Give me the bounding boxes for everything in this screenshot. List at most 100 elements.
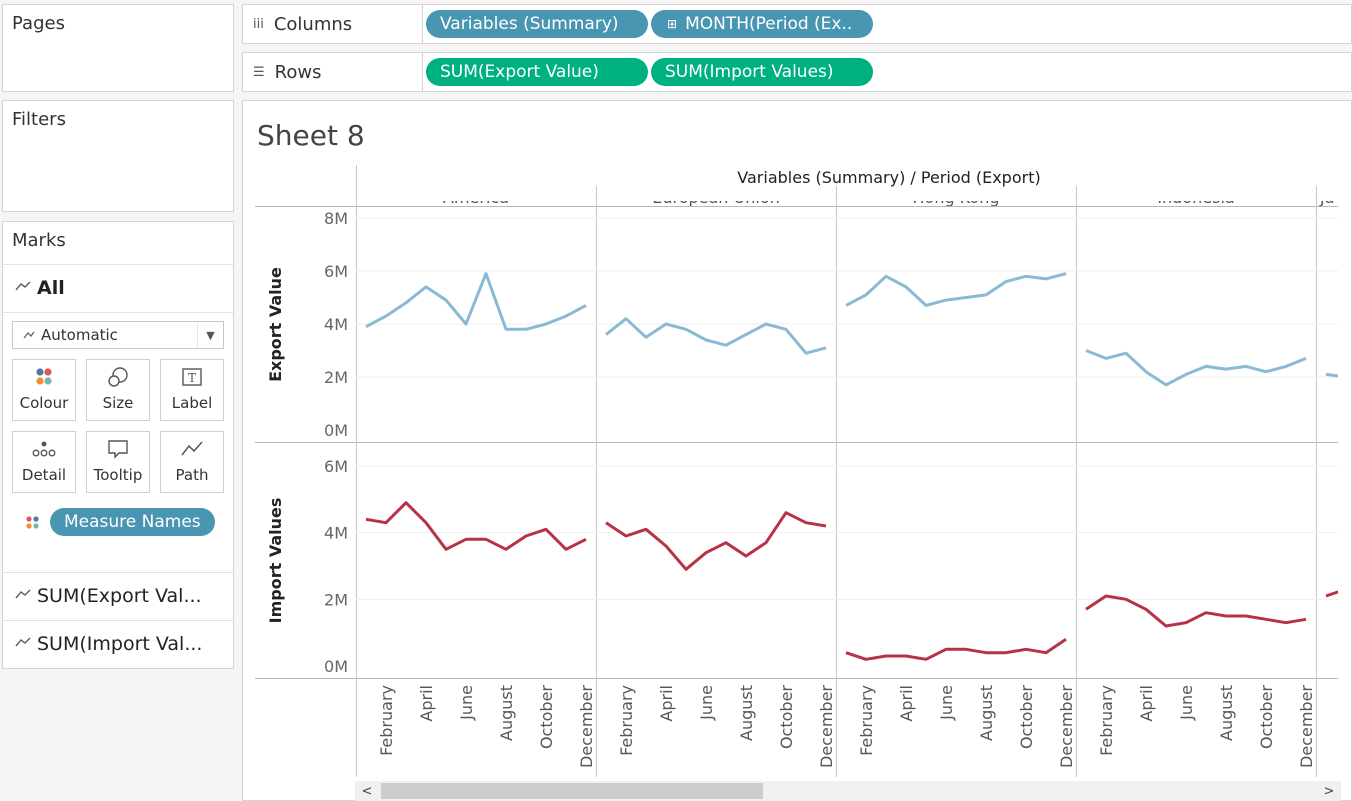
- x-tick-label: April: [657, 685, 676, 722]
- x-tick-label: August: [737, 685, 756, 741]
- pane-header: Ja: [1319, 188, 1335, 207]
- columns-label: Columns: [273, 13, 353, 35]
- scrollbar-thumb[interactable]: [381, 783, 763, 799]
- detail-button[interactable]: Detail: [12, 431, 76, 493]
- x-tick-label: October: [1017, 685, 1036, 749]
- marks-all-label: All: [37, 277, 65, 299]
- label-icon: T: [161, 360, 223, 394]
- columns-shelf[interactable]: iii Columns Variables (Summary) ⊞ MONTH(…: [242, 4, 1352, 44]
- label-button[interactable]: T Label: [160, 359, 224, 421]
- series-line: [365, 272, 587, 331]
- x-tick-label: February: [377, 685, 396, 756]
- x-tick-label: October: [537, 685, 556, 749]
- colour-icon: [13, 360, 75, 394]
- columns-shelf-label: iii Columns: [243, 5, 423, 43]
- pane-header: European Union: [652, 188, 780, 207]
- y-tick-label: 6M: [324, 262, 348, 281]
- line-chart: Variables (Summary) / Period (Export) Ame…: [255, 165, 1338, 777]
- series-line: [605, 317, 827, 355]
- x-tick-label: August: [977, 685, 996, 741]
- x-tick-label: February: [617, 685, 636, 756]
- series-line: [1325, 590, 1338, 598]
- pane-header: America: [443, 188, 509, 207]
- y-tick-label: 0M: [324, 657, 348, 676]
- sheet-title: Sheet 8: [257, 119, 365, 152]
- variables-summary-pill[interactable]: Variables (Summary): [426, 10, 648, 38]
- line-mark-icon: [15, 280, 37, 296]
- x-tick-label: April: [417, 685, 436, 722]
- detail-label: Detail: [21, 466, 67, 484]
- x-tick-label: December: [1057, 685, 1076, 768]
- y-tick-label: 2M: [324, 590, 348, 609]
- measure-names-pill[interactable]: Measure Names: [50, 508, 215, 536]
- marks-export-tab[interactable]: SUM(Export Val...: [3, 573, 233, 619]
- month-period-pill[interactable]: ⊞ MONTH(Period (Ex..: [651, 10, 873, 38]
- worksheet-view: Variables (Summary) / Period (Export) Ame…: [242, 100, 1352, 801]
- y-tick-label: 6M: [324, 457, 348, 476]
- label-label: Label: [171, 394, 213, 412]
- dropdown-caret-icon: ▼: [197, 322, 223, 348]
- y-axis-title: Import Values: [266, 498, 285, 624]
- marks-card: Marks All Automatic ▼ Colour Size T: [2, 221, 234, 669]
- pages-title: Pages: [12, 13, 65, 34]
- month-period-label: MONTH(Period (Ex..: [685, 14, 853, 34]
- expand-icon: ⊞: [667, 17, 678, 31]
- series-line: [605, 511, 827, 571]
- x-tick-label: April: [897, 685, 916, 722]
- series-line: [1085, 594, 1307, 628]
- x-tick-label: October: [1257, 685, 1276, 749]
- size-label: Size: [102, 394, 134, 412]
- line-mark-icon: [15, 588, 37, 604]
- pages-shelf[interactable]: Pages: [2, 4, 234, 92]
- mark-type-dropdown[interactable]: Automatic ▼: [12, 321, 224, 349]
- x-tick-label: June: [457, 685, 476, 721]
- scroll-left-icon[interactable]: <: [361, 783, 373, 799]
- horizontal-scrollbar[interactable]: < >: [355, 781, 1341, 801]
- x-tick-label: December: [577, 685, 596, 768]
- x-tick-label: October: [777, 685, 796, 749]
- x-tick-label: February: [1097, 685, 1116, 756]
- size-icon: [87, 360, 149, 394]
- pane-header: Indonesia: [1157, 188, 1234, 207]
- sum-import-pill[interactable]: SUM(Import Values): [651, 58, 873, 86]
- x-tick-label: December: [817, 685, 836, 768]
- marks-export-label: SUM(Export Val...: [37, 585, 202, 607]
- colour-button[interactable]: Colour: [12, 359, 76, 421]
- x-tick-label: April: [1137, 685, 1156, 722]
- line-mark-icon: [15, 636, 37, 652]
- scroll-right-icon[interactable]: >: [1323, 783, 1335, 799]
- filters-title: Filters: [12, 109, 66, 130]
- detail-icon: [13, 432, 75, 466]
- columns-icon: iii: [253, 16, 264, 32]
- series-line: [1085, 349, 1307, 387]
- x-tick-label: February: [857, 685, 876, 756]
- marks-all-tab[interactable]: All: [3, 265, 233, 311]
- y-axis-title: Export Value: [266, 267, 285, 382]
- y-tick-label: 4M: [324, 524, 348, 543]
- y-tick-label: 2M: [324, 368, 348, 387]
- x-tick-label: December: [1297, 685, 1316, 768]
- rows-label: Rows: [274, 61, 322, 83]
- rows-shelf[interactable]: ☰ Rows SUM(Export Value) SUM(Import Valu…: [242, 52, 1352, 92]
- sum-export-pill[interactable]: SUM(Export Value): [426, 58, 648, 86]
- colour-encoding-icon: [25, 515, 41, 535]
- x-tick-label: August: [497, 685, 516, 741]
- tooltip-icon: [87, 432, 149, 466]
- x-tick-label: June: [697, 685, 716, 721]
- tooltip-button[interactable]: Tooltip: [86, 431, 150, 493]
- series-line: [845, 638, 1067, 661]
- path-button[interactable]: Path: [160, 431, 224, 493]
- rows-shelf-label: ☰ Rows: [243, 53, 423, 91]
- size-button[interactable]: Size: [86, 359, 150, 421]
- marks-import-tab[interactable]: SUM(Import Val...: [3, 621, 233, 667]
- marks-import-label: SUM(Import Val...: [37, 633, 203, 655]
- path-label: Path: [175, 466, 209, 484]
- pane-header: Hong Kong: [913, 188, 1000, 207]
- tooltip-label: Tooltip: [93, 466, 143, 484]
- path-icon: [161, 432, 223, 466]
- marks-title: Marks: [12, 230, 66, 251]
- chart-header: Variables (Summary) / Period (Export): [737, 168, 1040, 187]
- series-line: [845, 272, 1067, 307]
- x-tick-label: August: [1217, 685, 1236, 741]
- filters-shelf[interactable]: Filters: [2, 100, 234, 212]
